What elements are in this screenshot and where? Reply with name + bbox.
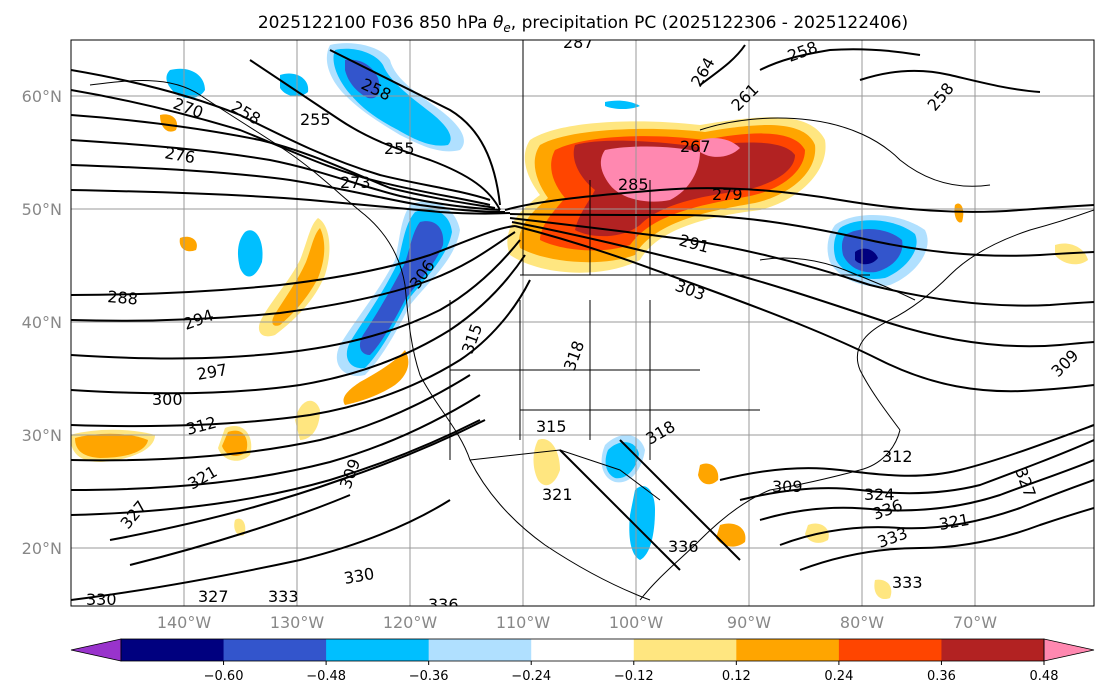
svg-text:315: 315 bbox=[536, 417, 567, 436]
colorbar-segment bbox=[428, 639, 532, 661]
colorbar-tick-label: −0.24 bbox=[511, 669, 551, 684]
colorbar-tick-label: 0.36 bbox=[927, 669, 956, 684]
coastlines bbox=[89, 40, 1094, 601]
colorbar: −0.60 −0.48 −0.36 −0.24 −0.12 0.12 0.24 0.36 0.4… bbox=[70, 638, 1095, 684]
lat-label: 40°N bbox=[22, 313, 62, 332]
svg-text:321: 321 bbox=[542, 485, 573, 504]
svg-text:330: 330 bbox=[86, 590, 117, 609]
svg-text:273: 273 bbox=[340, 173, 371, 192]
colorbar-segment bbox=[838, 639, 942, 661]
colorbar-tick-label: −0.36 bbox=[409, 669, 449, 684]
colorbar-segment bbox=[121, 639, 225, 661]
svg-text:288: 288 bbox=[107, 287, 139, 309]
colorbar-segment bbox=[941, 639, 1045, 661]
colorbar-extend-high bbox=[1043, 638, 1095, 662]
lat-label: 50°N bbox=[22, 200, 62, 219]
svg-text:279: 279 bbox=[712, 185, 743, 204]
latitude-labels: 60°N 50°N 40°N 30°N 20°N bbox=[22, 87, 62, 558]
colorbar-tick-label: 0.24 bbox=[824, 669, 853, 684]
svg-text:324: 324 bbox=[864, 485, 895, 504]
lon-label: 110°W bbox=[496, 613, 551, 632]
lon-label: 120°W bbox=[383, 613, 438, 632]
lon-label: 140°W bbox=[157, 613, 212, 632]
svg-text:327: 327 bbox=[198, 587, 229, 606]
svg-text:255: 255 bbox=[300, 110, 331, 129]
svg-text:267: 267 bbox=[680, 137, 711, 156]
colorbar-segment bbox=[633, 639, 737, 661]
lon-label: 130°W bbox=[270, 613, 325, 632]
colorbar-segment bbox=[223, 639, 327, 661]
svg-text:255: 255 bbox=[384, 139, 415, 158]
colorbar-extend-low bbox=[70, 638, 122, 662]
lat-label: 30°N bbox=[22, 426, 62, 445]
lon-label: 70°W bbox=[953, 613, 997, 632]
map-frame bbox=[70, 39, 1095, 607]
colorbar-segment bbox=[326, 639, 430, 661]
lat-label: 20°N bbox=[22, 539, 62, 558]
figure-title: 2025122100 F036 850 hPa θe, precipitatio… bbox=[258, 13, 908, 35]
svg-text:287: 287 bbox=[563, 33, 594, 52]
graticule bbox=[71, 40, 1094, 606]
svg-text:333: 333 bbox=[268, 587, 299, 606]
colorbar-tick-label: 0.12 bbox=[722, 669, 751, 684]
svg-text:285: 285 bbox=[618, 175, 649, 194]
colorbar-tick-label: −0.60 bbox=[204, 669, 244, 684]
svg-text:333: 333 bbox=[892, 573, 923, 592]
svg-text:312: 312 bbox=[882, 447, 913, 466]
colorbar-tick-label: −0.12 bbox=[614, 669, 654, 684]
map-area: 287 258 264 258 258 261 258 255 255 276 … bbox=[71, 33, 1094, 614]
lon-label: 100°W bbox=[609, 613, 664, 632]
svg-text:300: 300 bbox=[152, 390, 183, 409]
longitude-labels: 140°W 130°W 120°W 110°W 100°W 90°W 80°W … bbox=[157, 613, 997, 632]
lon-label: 80°W bbox=[840, 613, 884, 632]
lat-label: 60°N bbox=[22, 87, 62, 106]
colorbar-tick-label: −0.48 bbox=[306, 669, 346, 684]
svg-text:309: 309 bbox=[772, 477, 803, 496]
lon-label: 90°W bbox=[727, 613, 771, 632]
svg-text:336: 336 bbox=[428, 595, 459, 614]
theta-e-contours bbox=[71, 44, 1094, 601]
colorbar-segment bbox=[736, 639, 840, 661]
colorbar-tick-label: 0.48 bbox=[1030, 669, 1059, 684]
colorbar-segment bbox=[531, 639, 635, 661]
svg-text:336: 336 bbox=[668, 537, 699, 556]
